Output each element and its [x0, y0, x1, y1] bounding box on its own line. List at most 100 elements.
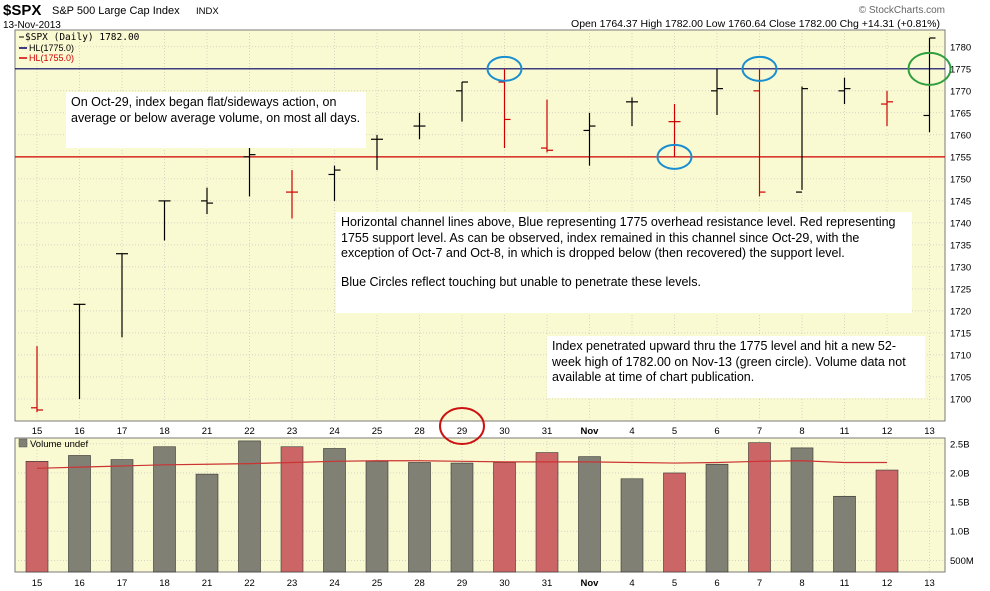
note-breakout-text: Index penetrated upward thru the 1775 le… — [552, 339, 906, 384]
price-tick-label: 1705 — [950, 372, 971, 383]
price-tick-label: 1750 — [950, 174, 971, 185]
volume-legend: Volume undef — [18, 438, 88, 450]
volume-bar — [25, 461, 49, 573]
x-tick-label: 5 — [672, 578, 677, 589]
annotation-circles — [439, 51, 952, 445]
ohlc-bar — [668, 104, 681, 157]
ohlc-bar — [583, 112, 596, 166]
x-tick-label: 24 — [329, 578, 340, 589]
volume-bar — [110, 459, 134, 573]
ohlc-bar — [498, 68, 511, 149]
x-tick-label: 30 — [499, 578, 510, 589]
price-tick-label: 1765 — [950, 108, 971, 119]
ohlc-bar — [838, 77, 851, 105]
x-tick-label: 18 — [159, 578, 170, 589]
volume-bar — [153, 446, 176, 573]
circle-blue — [486, 55, 523, 82]
price-tick-label: 1715 — [950, 328, 971, 339]
volume-bar — [323, 448, 346, 573]
x-tick-label: Nov — [581, 426, 600, 437]
circle-blue — [741, 55, 778, 82]
x-tick-label: 15 — [32, 578, 43, 589]
ohlc-bar — [201, 187, 213, 215]
ohlc-bar — [243, 143, 256, 197]
circle-red — [439, 407, 485, 445]
x-tick-label: 31 — [542, 426, 553, 437]
x-tick-label: 13 — [924, 578, 935, 589]
note-sideways-text: On Oct-29, index began flat/sideways act… — [71, 95, 361, 125]
volume-bar — [833, 495, 856, 573]
x-tick-label: 12 — [882, 426, 893, 437]
x-tick-label: 6 — [714, 426, 719, 437]
x-tick-label: 25 — [372, 578, 383, 589]
volume-legend-label: Volume undef — [30, 439, 88, 450]
price-tick-label: 1780 — [950, 42, 971, 53]
x-tick-label: 24 — [329, 426, 340, 437]
volume-bar — [280, 446, 304, 573]
x-tick-label: 21 — [202, 426, 213, 437]
ohlc-bar — [73, 303, 86, 399]
price-tick-label: 1725 — [950, 284, 971, 295]
x-tick-label: 25 — [372, 426, 383, 437]
volume-tick-label: 500M — [950, 556, 974, 567]
x-tick-label: 28 — [414, 426, 425, 437]
ohlc-bar — [286, 170, 298, 219]
x-tick-label: 12 — [882, 578, 893, 589]
x-tick-label: 23 — [287, 578, 298, 589]
volume-tick-label: 2.0B — [950, 468, 970, 479]
volume-bar — [450, 462, 474, 573]
price-tick-label: 1730 — [950, 262, 971, 273]
price-tick-label: 1760 — [950, 130, 971, 141]
circle-blue — [656, 143, 693, 170]
price-tick-label: 1710 — [950, 350, 971, 361]
x-tick-label: 7 — [757, 578, 762, 589]
chart-date: 13-Nov-2013 — [3, 20, 61, 31]
ohlc-bar — [796, 86, 808, 193]
ohlc-bar — [881, 90, 893, 127]
circle-green — [907, 51, 952, 86]
ohlc-bar — [456, 81, 468, 122]
price-tick-label: 1740 — [950, 218, 971, 229]
volume-bar — [535, 452, 559, 573]
x-tick-label: 16 — [74, 426, 85, 437]
volume-bar — [663, 472, 686, 573]
volume-bar — [195, 473, 219, 573]
ohlc-bar — [371, 134, 383, 171]
note-channel: Horizontal channel lines above, Blue rep… — [336, 212, 912, 313]
volume-bar — [68, 455, 91, 573]
x-tick-label: 22 — [244, 426, 255, 437]
x-tick-label: 31 — [542, 578, 553, 589]
resistance-legend-label: HL(1775.0) — [29, 43, 74, 53]
x-tick-label: Nov — [581, 578, 600, 589]
ohlc-bars — [31, 37, 936, 413]
volume-bar — [578, 456, 601, 573]
x-tick-label: 4 — [629, 578, 634, 589]
x-tick-label: 16 — [74, 578, 85, 589]
channel-lines — [15, 68, 945, 158]
price-legend-label: $SPX (Daily) 1782.00 — [25, 32, 140, 43]
ohlc-bar — [413, 112, 426, 140]
x-tick-label: 17 — [117, 578, 128, 589]
x-tick-label: 7 — [757, 426, 762, 437]
volume-legend-swatch — [18, 438, 28, 448]
axis-labels: 1700170517101715172017251730173517401745… — [32, 42, 974, 589]
volume-bars — [25, 440, 899, 573]
volume-bar — [238, 440, 261, 573]
ohlc-bar — [626, 97, 638, 127]
ohlc-bar — [753, 68, 766, 197]
note-breakout: Index penetrated upward thru the 1775 le… — [547, 336, 925, 398]
price-tick-label: 1720 — [950, 306, 971, 317]
ohlc-bar — [328, 165, 341, 201]
volume-tick-label: 1.5B — [950, 498, 970, 509]
volume-ma-line — [36, 460, 887, 469]
ohlc-bar — [116, 253, 128, 338]
ohlc-summary: Open 1764.37 High 1782.00 Low 1760.64 Cl… — [571, 18, 940, 30]
price-tick-label: 1755 — [950, 152, 971, 163]
watermark: © StockCharts.com — [859, 5, 945, 16]
volume-bar — [365, 461, 389, 573]
volume-bar — [493, 462, 516, 573]
x-tick-label: 29 — [457, 578, 468, 589]
exchange-label: INDX — [196, 6, 219, 17]
x-tick-label: 30 — [499, 426, 510, 437]
volume-bar — [875, 469, 899, 573]
